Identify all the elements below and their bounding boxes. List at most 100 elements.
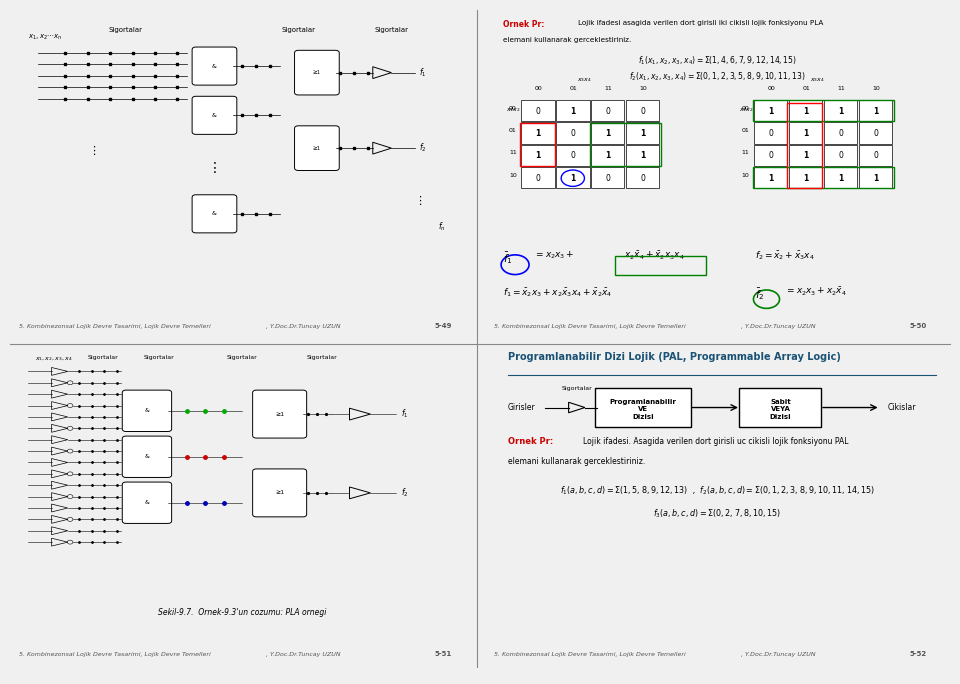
Bar — [591, 122, 624, 144]
Text: $f_n$: $f_n$ — [438, 221, 445, 233]
FancyBboxPatch shape — [122, 390, 172, 432]
Bar — [521, 122, 555, 144]
Text: $f_2 = \bar{x}_2 + \bar{x}_3 x_4$: $f_2 = \bar{x}_2 + \bar{x}_3 x_4$ — [755, 250, 815, 263]
Text: $x_1 x_2$: $x_1 x_2$ — [738, 107, 754, 114]
Text: Sigortalar: Sigortalar — [143, 355, 174, 360]
Text: 1: 1 — [768, 107, 774, 116]
Text: 00: 00 — [509, 105, 516, 111]
Text: 1: 1 — [803, 151, 808, 160]
FancyBboxPatch shape — [739, 389, 822, 427]
Text: elemani kullanarak gerceklestiriniz.: elemani kullanarak gerceklestiriniz. — [508, 457, 645, 466]
Bar — [824, 122, 857, 144]
Bar — [789, 122, 823, 144]
Bar — [858, 167, 892, 188]
Text: Sigortalar: Sigortalar — [562, 386, 592, 391]
Text: 1: 1 — [605, 151, 611, 160]
Text: 11: 11 — [509, 150, 516, 155]
Text: $x_1,x_2,x_3,x_4$: $x_1,x_2,x_3,x_4$ — [36, 355, 73, 363]
Text: Cikislar: Cikislar — [888, 403, 916, 412]
Text: 11: 11 — [742, 150, 750, 155]
Text: Lojik ifadesi asagida verilen dort girisli iki cikisli lojik fonksiyonu PLA: Lojik ifadesi asagida verilen dort giris… — [578, 20, 824, 26]
Bar — [787, 103, 823, 188]
Text: &: & — [145, 408, 150, 413]
Text: 1: 1 — [640, 151, 645, 160]
Text: 5. Kombinezonsal Lojik Devre Tasarimi, Lojik Devre Temelleri: 5. Kombinezonsal Lojik Devre Tasarimi, L… — [19, 652, 210, 657]
Bar — [824, 144, 857, 166]
Bar — [589, 123, 660, 166]
Bar — [626, 122, 660, 144]
Text: 1: 1 — [640, 129, 645, 138]
Text: $f_1(a,b,c,d) = \Sigma(1,5,8,9,12,13)$  ,  $f_2(a,b,c,d) = \Sigma(0,1,2,3,8,9,10: $f_1(a,b,c,d) = \Sigma(1,5,8,9,12,13)$ ,… — [560, 485, 876, 497]
Text: 10: 10 — [742, 172, 750, 178]
Text: 01: 01 — [803, 86, 810, 91]
Bar — [626, 167, 660, 188]
Bar — [591, 144, 624, 166]
Text: 10: 10 — [872, 86, 879, 91]
FancyBboxPatch shape — [192, 195, 237, 233]
Text: 01: 01 — [742, 128, 750, 133]
Text: $x_1 x_2$: $x_1 x_2$ — [506, 107, 520, 114]
Text: ⋮: ⋮ — [207, 161, 222, 175]
Bar — [858, 122, 892, 144]
Bar — [519, 123, 555, 166]
Text: 1: 1 — [570, 107, 575, 116]
Text: $\bar{f}_2$: $\bar{f}_2$ — [755, 286, 764, 302]
Text: $f_2$: $f_2$ — [400, 486, 408, 499]
Text: 5-50: 5-50 — [910, 323, 927, 329]
Text: Sigortalar: Sigortalar — [87, 355, 118, 360]
Text: $f_1 = \bar{x}_2 x_3 + x_2 \bar{x}_3 x_4 + \bar{x}_2 \bar{x}_4$: $f_1 = \bar{x}_2 x_3 + x_2 \bar{x}_3 x_4… — [503, 286, 612, 298]
Text: 5. Kombinezonsal Lojik Devre Tasarimi, Lojik Devre Temelleri: 5. Kombinezonsal Lojik Devre Tasarimi, L… — [19, 324, 210, 329]
Text: 1: 1 — [873, 107, 878, 116]
Text: VEYA: VEYA — [771, 406, 790, 412]
Text: 0: 0 — [570, 151, 575, 160]
Text: elemani kullanarak gerceklestiriniz.: elemani kullanarak gerceklestiriniz. — [503, 36, 632, 42]
Text: 1: 1 — [803, 174, 808, 183]
Bar — [521, 167, 555, 188]
Text: 1: 1 — [838, 107, 843, 116]
Text: $f_1(x_1,x_2,x_3,x_4)=\Sigma(1,4,6,7,9,12,14,15)$: $f_1(x_1,x_2,x_3,x_4)=\Sigma(1,4,6,7,9,1… — [638, 55, 797, 67]
Bar — [754, 144, 787, 166]
Bar — [789, 167, 823, 188]
Text: $f_2(x_1,x_2,x_3,x_4)=\Sigma(0,1,2,3,5,8,9,10,11,13)$: $f_2(x_1,x_2,x_3,x_4)=\Sigma(0,1,2,3,5,8… — [630, 71, 805, 83]
Text: 0: 0 — [640, 174, 645, 183]
Text: 1: 1 — [536, 151, 540, 160]
Bar — [521, 100, 555, 121]
Text: Girisler: Girisler — [508, 403, 536, 412]
Bar — [626, 100, 660, 121]
Text: 0: 0 — [873, 129, 877, 138]
Text: 01: 01 — [509, 128, 516, 133]
Text: $x_3 x_4$: $x_3 x_4$ — [577, 76, 592, 84]
Text: , Y.Doc.Dr.Tuncay UZUN: , Y.Doc.Dr.Tuncay UZUN — [266, 652, 340, 657]
Text: 00: 00 — [742, 105, 750, 111]
Text: 0: 0 — [838, 151, 843, 160]
Bar — [754, 167, 787, 188]
Text: $f_2$: $f_2$ — [420, 142, 427, 155]
Text: ≥1: ≥1 — [313, 70, 321, 75]
Text: 0: 0 — [570, 129, 575, 138]
Text: 5-52: 5-52 — [910, 651, 927, 657]
Text: Sigortalar: Sigortalar — [374, 27, 408, 33]
Bar — [824, 167, 857, 188]
Text: $= x_2 x_3 + x_2 \bar{x}_4$: $= x_2 x_3 + x_2 \bar{x}_4$ — [785, 286, 847, 298]
Text: 00: 00 — [767, 86, 775, 91]
Text: $x_2 \bar{x}_4 + \bar{x}_2 x_3 x_4$: $x_2 \bar{x}_4 + \bar{x}_2 x_3 x_4$ — [624, 250, 685, 262]
Text: ≥1: ≥1 — [313, 146, 321, 150]
Text: $f_3(a,b,c,d) = \Sigma(0,2,7,8,10,15)$: $f_3(a,b,c,d) = \Sigma(0,2,7,8,10,15)$ — [654, 508, 781, 520]
Text: 00: 00 — [535, 86, 542, 91]
Text: Ornek Pr:: Ornek Pr: — [508, 437, 553, 446]
Text: 0: 0 — [838, 129, 843, 138]
Text: 5. Kombinezonsal Lojik Devre Tasarimi, Lojik Devre Temelleri: 5. Kombinezonsal Lojik Devre Tasarimi, L… — [494, 652, 685, 657]
Text: ≥1: ≥1 — [276, 412, 284, 417]
Text: 0: 0 — [536, 107, 540, 116]
Text: Dizisi: Dizisi — [770, 414, 791, 420]
Text: &: & — [212, 113, 217, 118]
Text: 11: 11 — [604, 86, 612, 91]
Text: &: & — [212, 64, 217, 68]
Text: 1: 1 — [803, 107, 808, 116]
Text: Sabit: Sabit — [770, 399, 791, 405]
Text: 1: 1 — [570, 174, 575, 183]
Bar — [858, 144, 892, 166]
Text: 0: 0 — [873, 151, 877, 160]
Text: , Y.Doc.Dr.Tuncay UZUN: , Y.Doc.Dr.Tuncay UZUN — [266, 324, 340, 329]
Text: Programlanabilir: Programlanabilir — [610, 399, 677, 405]
